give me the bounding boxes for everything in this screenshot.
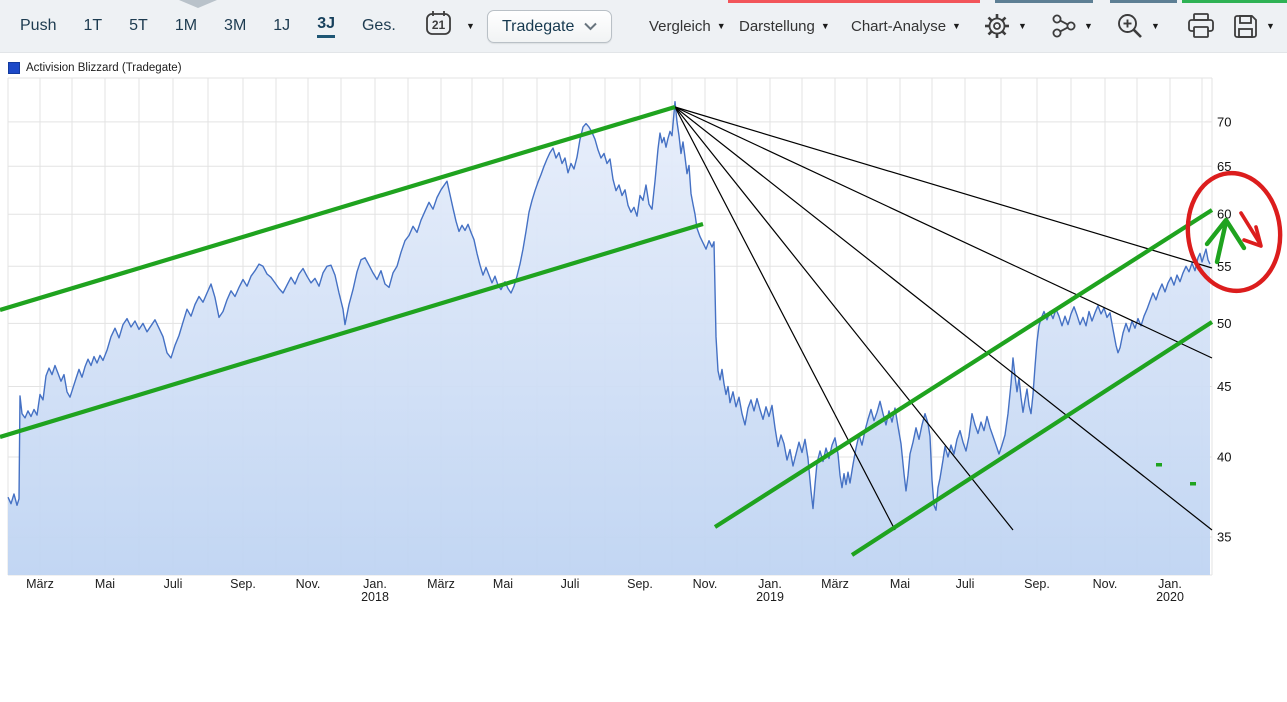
exchange-select-value: Tradegate	[502, 17, 575, 35]
tab-3j-selected[interactable]: 3J	[317, 15, 335, 38]
menu-chart-analyse-label: Chart-Analyse	[851, 17, 947, 35]
chevron-down-icon: ▼	[466, 21, 475, 31]
settings-gear-icon	[982, 11, 1012, 41]
exchange-select[interactable]: Tradegate	[487, 10, 613, 43]
date-picker-button[interactable]: 21 ▼	[424, 0, 475, 52]
svg-text:Jan.: Jan.	[363, 577, 387, 591]
svg-text:45: 45	[1217, 379, 1231, 394]
tab-ges[interactable]: Ges.	[361, 17, 396, 34]
tab-1m[interactable]: 1M	[174, 17, 198, 34]
chevron-down-icon: ▼	[952, 21, 961, 31]
print-icon	[1186, 11, 1216, 41]
tab-5t[interactable]: 5T	[129, 17, 148, 34]
menu-darstellung[interactable]: Darstellung ▼	[739, 0, 830, 52]
svg-text:70: 70	[1217, 114, 1231, 129]
chevron-down-icon: ▼	[1018, 21, 1027, 31]
top-strip	[995, 0, 1093, 3]
tab-push[interactable]: Push	[20, 17, 57, 34]
legend-label: Activision Blizzard (Tradegate)	[26, 62, 182, 74]
svg-text:35: 35	[1217, 530, 1231, 545]
settings-button[interactable]: ▼	[982, 0, 1027, 52]
tab-1j[interactable]: 1J	[273, 17, 291, 34]
zoom-button[interactable]: ▼	[1115, 0, 1160, 52]
svg-text:60: 60	[1217, 207, 1231, 222]
calendar-icon: 21	[424, 9, 453, 43]
share-nodes-icon	[1050, 12, 1078, 40]
menu-vergleich[interactable]: Vergleich ▼	[649, 0, 726, 52]
print-button[interactable]	[1186, 0, 1216, 52]
chart-toolbar: Push 1T 5T 1M 3M 1J 3J Ges. 21 ▼ Tradega…	[0, 0, 1287, 53]
svg-text:50: 50	[1217, 316, 1231, 331]
chevron-down-icon	[584, 18, 598, 36]
chevron-down-icon: ▼	[1266, 21, 1275, 31]
svg-text:Jan.: Jan.	[1158, 577, 1182, 591]
svg-text:40: 40	[1217, 450, 1231, 465]
tooltip-caret	[179, 0, 217, 8]
svg-text:55: 55	[1217, 259, 1231, 274]
svg-text:Juli: Juli	[956, 577, 975, 591]
svg-text:Sep.: Sep.	[230, 577, 256, 591]
menu-vergleich-label: Vergleich	[649, 17, 711, 35]
svg-text:Mai: Mai	[890, 577, 910, 591]
svg-text:Nov.: Nov.	[1093, 577, 1118, 591]
chevron-down-icon: ▼	[820, 21, 830, 31]
top-strip	[1110, 0, 1177, 3]
save-icon	[1231, 12, 1260, 41]
svg-text:Sep.: Sep.	[627, 577, 653, 591]
tab-1t[interactable]: 1T	[83, 17, 103, 34]
svg-text:2018: 2018	[361, 590, 389, 604]
svg-text:65: 65	[1217, 159, 1231, 174]
svg-text:März: März	[821, 577, 849, 591]
svg-text:Sep.: Sep.	[1024, 577, 1050, 591]
chevron-down-icon: ▼	[716, 21, 726, 31]
chevron-down-icon: ▼	[1151, 21, 1160, 31]
top-strip	[728, 0, 980, 3]
tab-3m[interactable]: 3M	[224, 17, 247, 34]
svg-text:März: März	[427, 577, 455, 591]
svg-text:Nov.: Nov.	[296, 577, 321, 591]
range-tab-bar: Push 1T 5T 1M 3M 1J 3J Ges.	[20, 0, 396, 52]
svg-text:21: 21	[432, 18, 446, 32]
chart-legend: Activision Blizzard (Tradegate)	[8, 62, 182, 74]
svg-text:Juli: Juli	[561, 577, 580, 591]
svg-text:Jan.: Jan.	[758, 577, 782, 591]
menu-darstellung-label: Darstellung	[739, 17, 815, 35]
save-button[interactable]: ▼	[1231, 0, 1275, 52]
svg-text:Nov.: Nov.	[693, 577, 718, 591]
top-strip	[1182, 0, 1287, 3]
svg-text:Mai: Mai	[493, 577, 513, 591]
svg-text:Juli: Juli	[164, 577, 183, 591]
legend-marker	[8, 62, 20, 74]
svg-text:2019: 2019	[756, 590, 784, 604]
zoom-in-icon	[1115, 11, 1145, 41]
svg-text:2020: 2020	[1156, 590, 1184, 604]
share-button[interactable]: ▼	[1050, 0, 1093, 52]
svg-text:März: März	[26, 577, 54, 591]
svg-text:Mai: Mai	[95, 577, 115, 591]
chevron-down-icon: ▼	[1084, 21, 1093, 31]
menu-chart-analyse[interactable]: Chart-Analyse ▼	[851, 0, 961, 52]
